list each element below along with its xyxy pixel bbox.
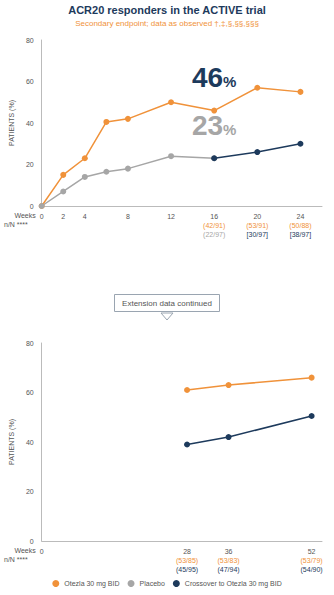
svg-text:PATIENTS (%): PATIENTS (%) [8,100,16,146]
svg-text:Crossover to Otezla 30 mg BID: Crossover to Otezla 30 mg BID [185,580,282,588]
svg-text:8: 8 [126,213,130,220]
svg-text:[30/97]: [30/97] [247,231,268,239]
svg-text:(53/85): (53/85) [176,557,198,565]
svg-text:(42/91): (42/91) [203,222,225,230]
svg-text:60: 60 [26,78,34,85]
svg-text:12: 12 [167,213,175,220]
svg-text:46: 46 [192,62,223,93]
svg-text:(47/94): (47/94) [217,566,239,574]
svg-text:Weeks: Weeks [14,547,36,554]
svg-text:16: 16 [210,213,218,220]
svg-text:%: % [223,73,236,90]
svg-text:Weeks: Weeks [14,212,36,219]
svg-text:20: 20 [253,213,261,220]
svg-text:40: 40 [26,439,34,446]
svg-text:[38/97]: [38/97] [290,231,311,239]
svg-text:Extension data continued: Extension data continued [122,299,212,308]
svg-text:n/N ****: n/N **** [4,556,28,563]
svg-text:0: 0 [30,203,34,210]
svg-text:4: 4 [83,213,87,220]
svg-text:80: 80 [26,37,34,44]
svg-text:PATIENTS (%): PATIENTS (%) [8,419,16,465]
svg-text:80: 80 [26,340,34,347]
svg-text:(53/83): (53/83) [217,557,239,565]
svg-text:2: 2 [61,213,65,220]
svg-text:n/N ****: n/N **** [4,221,28,228]
svg-text:(50/88): (50/88) [289,222,311,230]
svg-text:Placebo: Placebo [140,580,165,587]
svg-text:(53/91): (53/91) [246,222,268,230]
svg-text:Secondary endpoint; data as ob: Secondary endpoint; data as observed †,‡… [75,19,259,28]
svg-text:20: 20 [26,161,34,168]
svg-text:%: % [223,121,236,138]
svg-text:20: 20 [26,488,34,495]
svg-text:(54/90): (54/90) [301,566,323,574]
svg-text:(22/97): (22/97) [203,231,225,239]
svg-text:23: 23 [192,110,223,141]
svg-text:(53/79): (53/79) [301,557,323,565]
svg-text:0: 0 [40,213,44,220]
svg-text:28: 28 [183,548,191,555]
svg-text:Otezla 30 mg BID: Otezla 30 mg BID [64,580,119,588]
svg-text:0: 0 [40,548,44,555]
svg-text:(45/95): (45/95) [176,566,198,574]
svg-text:36: 36 [225,548,233,555]
svg-text:40: 40 [26,120,34,127]
svg-text:ACR20 responders in the ACTIVE: ACR20 responders in the ACTIVE trial [68,4,266,16]
svg-text:24: 24 [297,213,305,220]
svg-text:52: 52 [308,548,316,555]
svg-text:60: 60 [26,389,34,396]
svg-text:0: 0 [30,538,34,545]
